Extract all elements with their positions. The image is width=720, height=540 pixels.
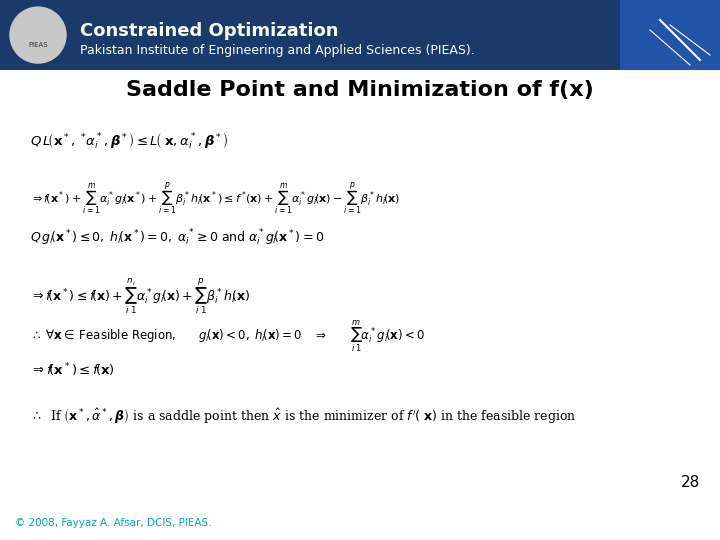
Text: Pakistan Institute of Engineering and Applied Sciences (PIEAS).: Pakistan Institute of Engineering and Ap… <box>80 44 474 57</box>
Text: $Q\,g_i\!\left(\mathbf{x}^*\right) \leq 0,\; h_i\!\left(\mathbf{x}^*\right) = 0,: $Q\,g_i\!\left(\mathbf{x}^*\right) \leq … <box>30 228 324 248</box>
Text: Saddle Point and Minimization of f(x): Saddle Point and Minimization of f(x) <box>126 80 594 100</box>
Text: © 2008, Fayyaz A. Afsar, DCIS, PIEAS.: © 2008, Fayyaz A. Afsar, DCIS, PIEAS. <box>15 518 212 528</box>
Text: $Q\,L\!\left(\mathbf{x}^*, \;\!^*\!\alpha^*_i, \boldsymbol{\beta}^*\right) \leq : $Q\,L\!\left(\mathbf{x}^*, \;\!^*\!\alph… <box>30 132 228 152</box>
Text: $\Rightarrow f\!\left(\mathbf{x}^*\right) \leq f\!\left(\mathbf{x}\right) + \sum: $\Rightarrow f\!\left(\mathbf{x}^*\right… <box>30 276 251 316</box>
Text: Constrained Optimization: Constrained Optimization <box>80 22 338 40</box>
FancyBboxPatch shape <box>0 0 720 70</box>
FancyBboxPatch shape <box>620 0 720 70</box>
Text: PIEAS: PIEAS <box>28 42 48 48</box>
Text: $\Rightarrow f\!\left(\mathbf{x}^*\right) \leq f\!\left(\mathbf{x}\right)$: $\Rightarrow f\!\left(\mathbf{x}^*\right… <box>30 361 115 379</box>
Text: $\Rightarrow f\!\left(\mathbf{x}^*\right) + \sum_{i=1}^{m}\alpha_i^* g_i\!\left(: $\Rightarrow f\!\left(\mathbf{x}^*\right… <box>30 180 400 216</box>
Text: $\therefore\;$ If $\left(\mathbf{x}^*, \hat{\alpha}^*, \boldsymbol{\beta}\right): $\therefore\;$ If $\left(\mathbf{x}^*, \… <box>30 407 577 426</box>
Text: 28: 28 <box>680 475 700 490</box>
Circle shape <box>10 7 66 63</box>
Text: $\therefore\; \forall \mathbf{x} \in \;\text{Feasible Region,} \qquad g_i\!\left: $\therefore\; \forall \mathbf{x} \in \;\… <box>30 318 425 354</box>
